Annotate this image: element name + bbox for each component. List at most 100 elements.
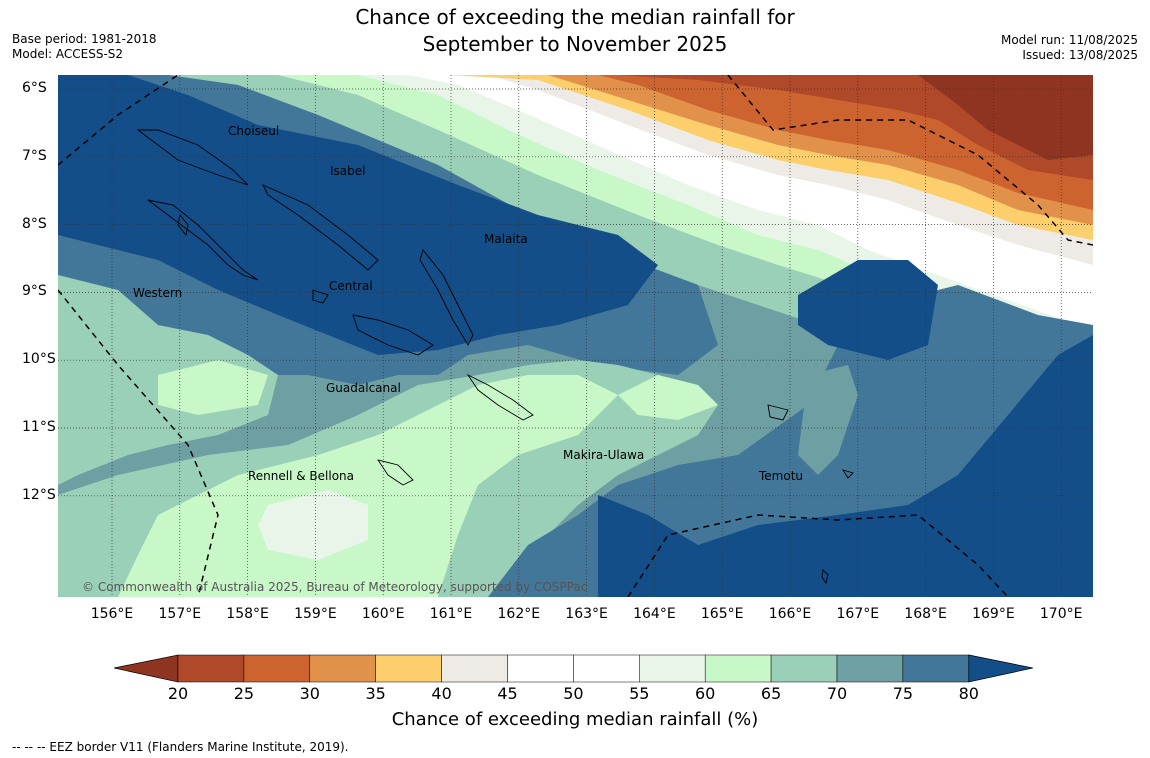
y-tick-label: 11°S	[22, 419, 56, 435]
colorbar-segment	[507, 654, 574, 683]
colorbar-segment	[243, 654, 311, 683]
x-tick-label: 162°E	[497, 606, 541, 622]
band-55-60-south	[258, 490, 368, 560]
x-tick-label: 157°E	[158, 606, 202, 622]
band-below-20	[918, 75, 1093, 160]
x-tick-label: 160°E	[361, 606, 405, 622]
rennell-island	[376, 459, 414, 486]
isabel-island	[262, 184, 379, 271]
label-western: Western	[133, 286, 183, 300]
y-tick-label: 6°S	[22, 80, 47, 96]
vanuatu-north-island	[821, 569, 829, 585]
colorbar-segment	[309, 654, 376, 683]
colorbar-tick-label: 30	[299, 684, 320, 703]
map-title: Chance of exceeding the median rainfall …	[0, 4, 1150, 58]
colorbar-segment	[902, 654, 970, 683]
y-tick-label: 7°S	[22, 147, 47, 164]
colorbar-tick-label: 20	[167, 684, 189, 703]
colorbar-tick-label: 80	[958, 684, 979, 703]
eez-footnote: -- -- -- EEZ border V11 (Flanders Marine…	[12, 740, 349, 754]
x-tick-label: 161°E	[429, 606, 473, 622]
y-tick-label: 12°S	[22, 486, 56, 503]
new-georgia-islands	[147, 199, 259, 281]
choiseul-island	[136, 129, 249, 186]
copyright-text: © Commonwealth of Australia 2025, Bureau…	[82, 580, 588, 594]
santa-cruz-island	[767, 404, 789, 421]
label-rennell-bellona: Rennell & Bellona	[248, 469, 355, 483]
colorbar-tick-label: 25	[233, 684, 255, 703]
colorbar-tick-label: 35	[365, 684, 386, 703]
x-tick-label: 158°E	[226, 606, 269, 622]
label-guadalcanal: Guadalcanal	[326, 381, 401, 395]
x-tick-label: 156°E	[90, 606, 134, 622]
colorbar-segment	[573, 654, 640, 683]
label-temotu: Temotu	[759, 469, 804, 483]
colorbar-segment	[704, 654, 772, 683]
x-tick-label: 163°E	[565, 606, 608, 622]
metadata-right: Model run: 11/08/2025 Issued: 13/08/2025	[1001, 33, 1138, 63]
band-60-65-east	[618, 375, 718, 420]
band-above-80-south	[598, 335, 1093, 597]
band-70-75-temotu	[798, 365, 858, 475]
band-60-65-island	[158, 360, 268, 415]
vanikoro-island	[841, 469, 854, 479]
colorbar-segment	[441, 654, 508, 683]
metadata-left: Base period: 1981-2018 Model: ACCESS-S2	[12, 32, 157, 62]
x-tick-label: 164°E	[633, 606, 676, 622]
label-central: Central	[329, 279, 373, 293]
colorbar-tick-label: 40	[431, 684, 452, 703]
title-line-1: Chance of exceeding the median rainfall …	[355, 5, 795, 29]
colorbar-tick-label: 75	[892, 684, 914, 703]
x-tick-label: 168°E	[904, 606, 947, 622]
kolombangara-island	[177, 213, 189, 237]
colorbar-segment	[375, 654, 442, 683]
model-run: Model run: 11/08/2025	[1000, 33, 1138, 47]
x-tick-label: 159°E	[294, 606, 337, 622]
makira-island	[466, 373, 534, 421]
colorbar	[114, 654, 1033, 683]
colorbar-tick-label: 70	[826, 684, 848, 703]
colorbar-tick-label: 50	[563, 684, 584, 703]
band-above-80-east	[798, 260, 938, 360]
colorbar-segment	[177, 654, 245, 683]
colorbar-tick-label: 45	[497, 684, 518, 703]
guadalcanal-island	[352, 314, 434, 356]
coastlines	[136, 129, 854, 585]
x-tick-label: 165°E	[700, 606, 744, 622]
eez-borders	[58, 75, 1093, 597]
colorbar-segment	[836, 654, 904, 683]
model-name: Model: ACCESS-S2	[12, 47, 124, 61]
colorbar-arrow-low	[114, 654, 179, 683]
eez-nauru-tuvalu	[727, 75, 1093, 246]
colorbar-tick-label: 65	[760, 684, 782, 703]
colorbar-tick-label: 55	[629, 684, 650, 703]
band-above-80-north	[58, 75, 658, 355]
issued-date: Issued: 13/08/2025	[1022, 48, 1138, 62]
graticule	[58, 75, 1093, 597]
title-line-2: September to November 2025	[422, 32, 728, 56]
colorbar-segment	[770, 654, 838, 683]
rainfall-map	[58, 75, 1093, 597]
colorbar-segment	[639, 654, 706, 683]
florida-islands	[312, 289, 329, 304]
base-period: Base period: 1981-2018	[12, 32, 157, 46]
x-tick-label: 166°E	[768, 606, 812, 622]
y-tick-label: 10°S	[22, 351, 56, 368]
eez-png-north	[58, 75, 179, 166]
label-malaita: Malaita	[484, 232, 528, 246]
eez-png-south	[58, 289, 219, 597]
y-tick-label: 8°S	[22, 215, 47, 232]
label-makira-ulawa: Makira-Ulawa	[563, 448, 645, 462]
colorbar-tick-label: 60	[695, 684, 716, 703]
malaita-island	[419, 249, 474, 346]
y-tick-label: 9°S	[22, 283, 47, 300]
colorbar-arrow-high	[968, 654, 1033, 683]
x-tick-label: 170°E	[1039, 606, 1083, 622]
x-tick-label: 167°E	[836, 606, 880, 622]
label-choiseul: Choiseul	[228, 124, 280, 138]
band-60-65-south	[118, 375, 618, 597]
colorbar-title: Chance of exceeding median rainfall (%)	[391, 709, 759, 730]
x-tick-label: 169°E	[972, 606, 1015, 622]
eez-vanuatu	[627, 514, 1009, 597]
label-isabel: Isabel	[330, 164, 366, 178]
